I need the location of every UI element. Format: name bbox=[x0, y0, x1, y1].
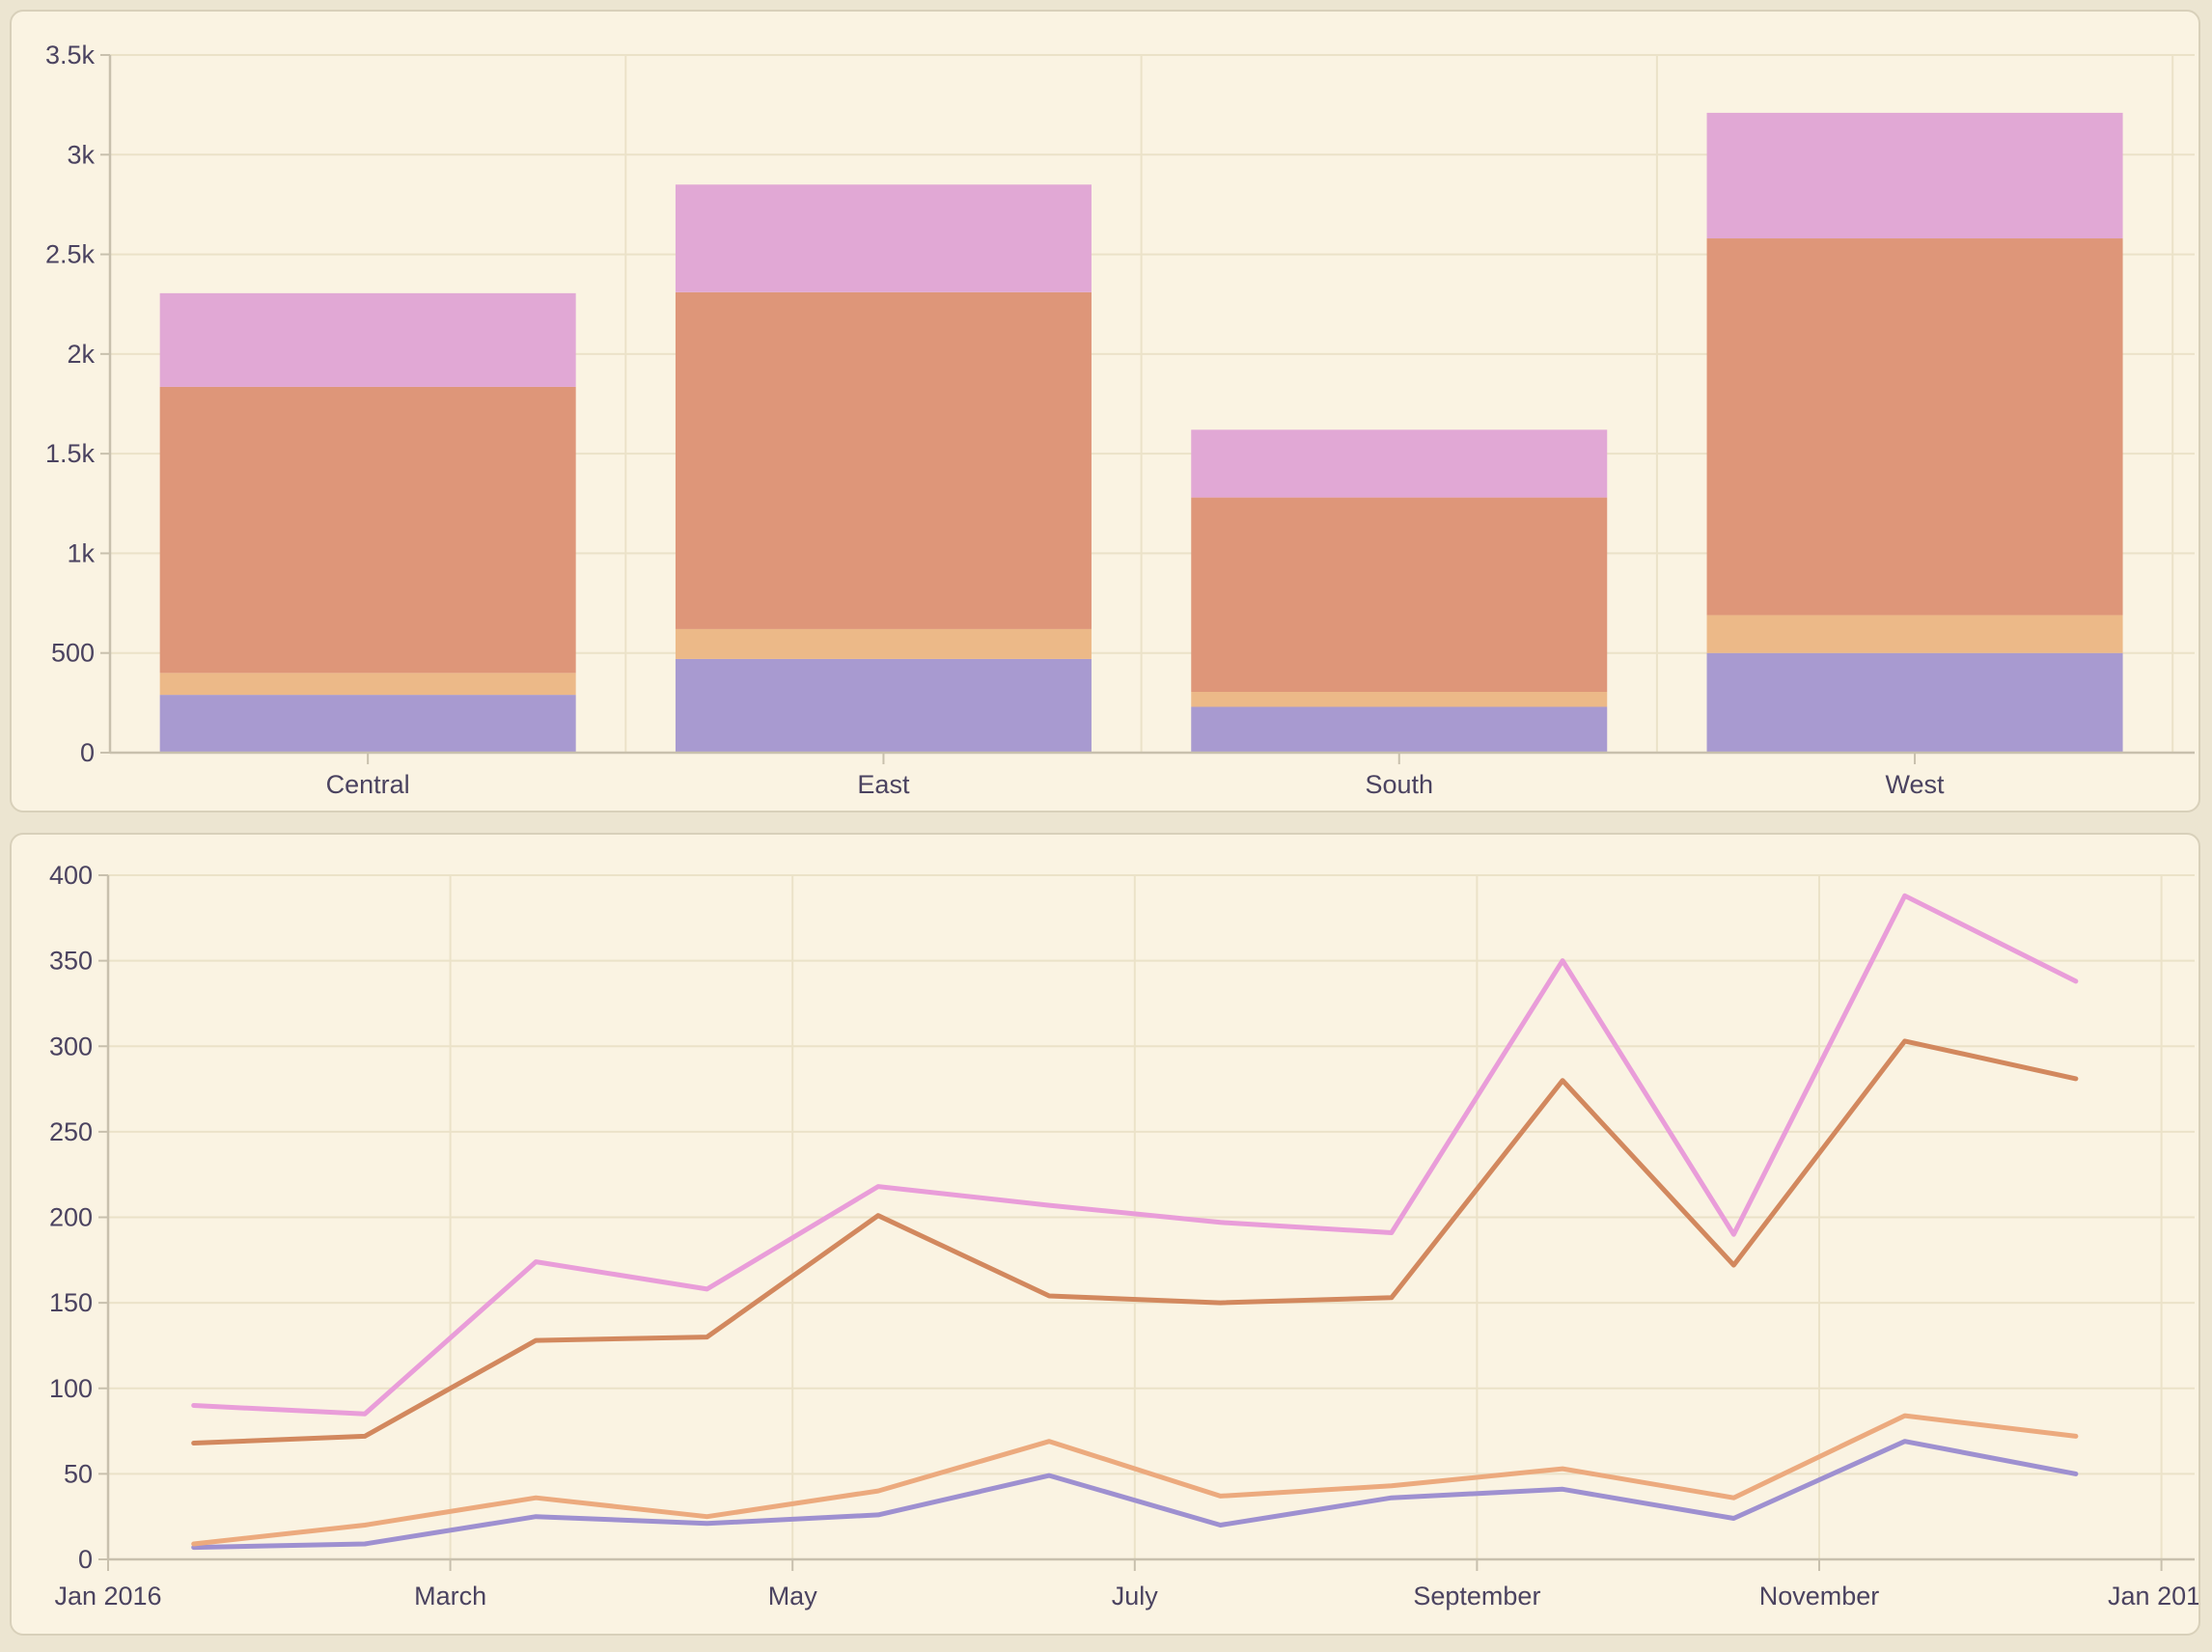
y-axis-tick-label: 350 bbox=[49, 947, 93, 976]
bar-segment-series-salmon-west[interactable] bbox=[1706, 238, 2123, 616]
y-axis-tick-label: 2.5k bbox=[45, 240, 96, 269]
line-chart[interactable]: 0 50 100 150 200 250 300 350 400 Jan 2016 March May… bbox=[12, 835, 2198, 1634]
y-axis-tick-label: 300 bbox=[49, 1032, 93, 1060]
y-axis-tick-label: 0 bbox=[78, 1545, 93, 1574]
bar-chart-panel: 0 500 1k 1.5k 2k 2.5k 3k 3.5k Central East South We… bbox=[10, 10, 2200, 812]
month-label: March bbox=[414, 1582, 486, 1611]
y-axis-tick-label: 400 bbox=[49, 861, 93, 890]
y-axis-tick-label: 100 bbox=[49, 1374, 93, 1403]
line-series-purple[interactable] bbox=[191, 1439, 2079, 1551]
y-axis-tick-label: 1k bbox=[67, 538, 95, 567]
category-label: Central bbox=[326, 770, 410, 799]
line-series-pink[interactable] bbox=[191, 893, 2079, 1417]
y-axis-tick-label: 200 bbox=[49, 1203, 93, 1232]
bar-segment-series-salmon-east[interactable] bbox=[675, 291, 1092, 629]
bar-segment-series-pink-west[interactable] bbox=[1706, 112, 2123, 239]
bar-segment-series-peach-east[interactable] bbox=[675, 628, 1092, 659]
month-label: Jan 2017 bbox=[2108, 1582, 2198, 1611]
line-series-orange[interactable] bbox=[191, 1038, 2079, 1446]
bar-segment-series-salmon-central[interactable] bbox=[159, 386, 576, 674]
bar-segment-series-purple-south[interactable] bbox=[1191, 706, 1608, 753]
bar-segment-series-pink-central[interactable] bbox=[159, 292, 576, 387]
bar-segment-series-purple-east[interactable] bbox=[675, 658, 1092, 753]
y-axis-tick-label: 3k bbox=[67, 140, 95, 169]
y-axis-tick-label: 0 bbox=[80, 738, 95, 767]
line-series-peach[interactable] bbox=[191, 1413, 2079, 1547]
month-label: May bbox=[768, 1582, 818, 1611]
month-label: November bbox=[1759, 1582, 1880, 1611]
month-label: Jan 2016 bbox=[54, 1582, 161, 1611]
category-label: West bbox=[1886, 770, 1946, 799]
month-label: September bbox=[1413, 1582, 1540, 1611]
bar-segment-series-salmon-south[interactable] bbox=[1191, 497, 1608, 692]
category-label: South bbox=[1365, 770, 1433, 799]
bar-segment-series-purple-central[interactable] bbox=[159, 695, 576, 753]
bar-segment-series-pink-south[interactable] bbox=[1191, 429, 1608, 498]
bar-segment-series-peach-central[interactable] bbox=[159, 673, 576, 696]
bar-segment-series-purple-west[interactable] bbox=[1706, 652, 2123, 753]
line-chart-panel: 0 50 100 150 200 250 300 350 400 Jan 2016 March May… bbox=[10, 833, 2200, 1636]
y-axis-tick-label: 2k bbox=[67, 340, 95, 369]
y-axis-tick-label: 50 bbox=[64, 1459, 93, 1488]
category-label: East bbox=[857, 770, 910, 799]
y-axis-tick-label: 3.5k bbox=[45, 41, 96, 69]
y-axis-tick-label: 500 bbox=[51, 639, 95, 668]
bar-segment-series-pink-east[interactable] bbox=[675, 184, 1092, 292]
stacked-bar-chart[interactable]: 0 500 1k 1.5k 2k 2.5k 3k 3.5k Central East South We… bbox=[12, 12, 2198, 811]
month-label: July bbox=[1112, 1582, 1159, 1611]
bar-segment-series-peach-south[interactable] bbox=[1191, 691, 1608, 707]
y-axis-tick-label: 1.5k bbox=[45, 439, 96, 468]
y-axis-tick-label: 150 bbox=[49, 1288, 93, 1317]
bar-segment-series-peach-west[interactable] bbox=[1706, 615, 2123, 653]
y-axis-tick-label: 250 bbox=[49, 1117, 93, 1146]
